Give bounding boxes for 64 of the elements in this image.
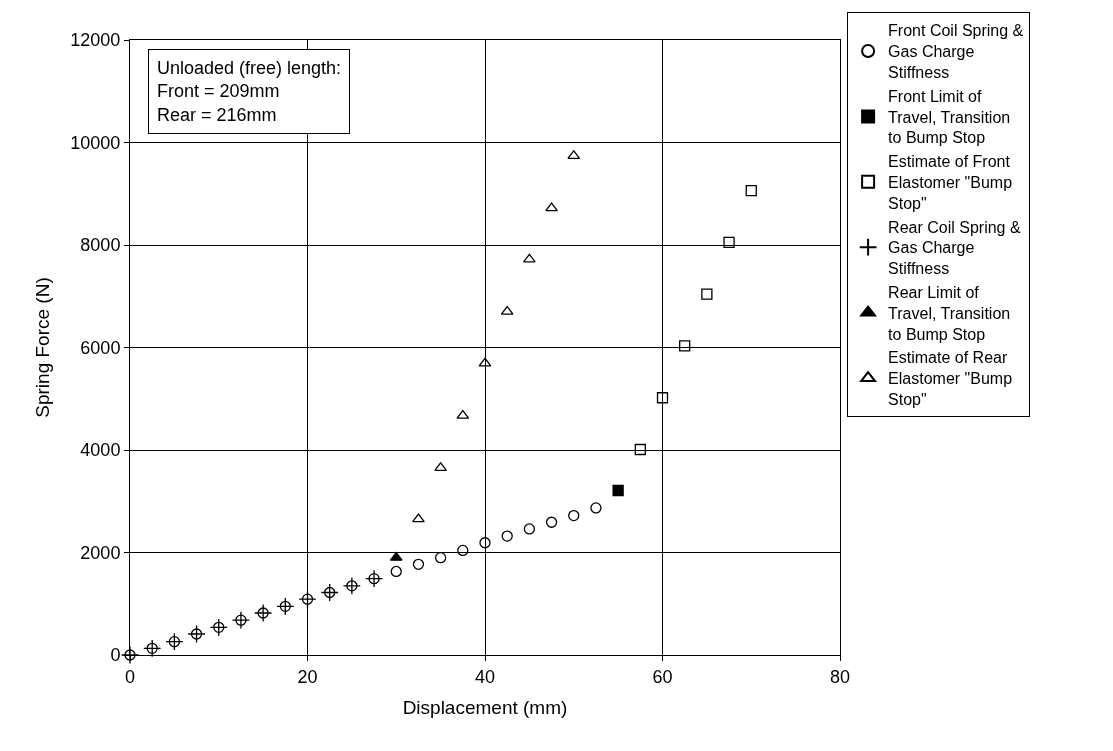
y-tick-label: 2000 (80, 542, 121, 563)
x-tick-label: 60 (652, 666, 673, 687)
point (590, 502, 602, 514)
point (320, 583, 339, 602)
point (276, 597, 295, 616)
point (235, 614, 247, 626)
point (213, 621, 225, 633)
x-tick-label: 0 (124, 666, 136, 687)
point (143, 639, 162, 658)
point (723, 236, 735, 249)
point (365, 569, 384, 588)
y-tick-label: 8000 (80, 235, 121, 256)
y-tick-label: 12000 (70, 30, 121, 51)
legend-label: Estimate of Front Elastomer "Bump Stop" (888, 153, 1013, 212)
y-tick-label: 4000 (80, 440, 121, 461)
point (434, 462, 448, 472)
point (209, 618, 228, 637)
point (545, 202, 558, 212)
point (231, 611, 250, 630)
point (324, 586, 336, 599)
point (301, 593, 314, 605)
point (745, 185, 757, 197)
y-tick-label: 0 (110, 645, 121, 666)
point (279, 600, 291, 612)
x-tick-label: 80 (829, 666, 851, 687)
point (679, 340, 691, 352)
y-axis-title: Spring Force (N) (32, 277, 54, 418)
point (656, 392, 669, 404)
point (298, 590, 317, 609)
legend-label: Estimate of Rear Elastomer "Bump Stop" (888, 349, 1013, 409)
point (612, 484, 624, 497)
point (146, 642, 158, 654)
point (368, 572, 380, 585)
point (523, 523, 536, 535)
point (254, 603, 273, 623)
point (257, 607, 269, 619)
point (701, 288, 713, 300)
x-axis-title: Displacement (mm) (402, 697, 568, 719)
legend-label: Rear Limit of Travel, Transition to Bump Stop (888, 284, 1011, 343)
point (412, 558, 425, 570)
point (412, 513, 425, 523)
x-tick-label: 40 (474, 666, 496, 687)
point (390, 565, 402, 578)
point (501, 530, 513, 542)
point (568, 509, 580, 522)
annotation: Unloaded (free) length: Front = 209mm Rear = 216mm (157, 58, 342, 125)
point (190, 628, 203, 640)
point (187, 624, 206, 644)
point (545, 516, 558, 528)
point (342, 576, 361, 595)
point (522, 253, 536, 263)
legend-label: Front Coil Spring & Gas Charge Stiffness (888, 22, 1024, 82)
point (634, 443, 646, 456)
x-tick-label: 20 (297, 666, 318, 687)
y-tick-label: 10000 (70, 132, 121, 153)
y-tick-label: 6000 (80, 337, 121, 358)
point (346, 580, 358, 592)
point (389, 551, 403, 561)
point (500, 305, 514, 315)
point (457, 544, 469, 557)
legend-label: Front Limit of Travel, Transition to Bump Stop (888, 87, 1011, 147)
point (479, 537, 491, 549)
legend-label: Rear Coil Spring & Gas Charge Stiffness (888, 218, 1021, 278)
point (478, 357, 492, 367)
